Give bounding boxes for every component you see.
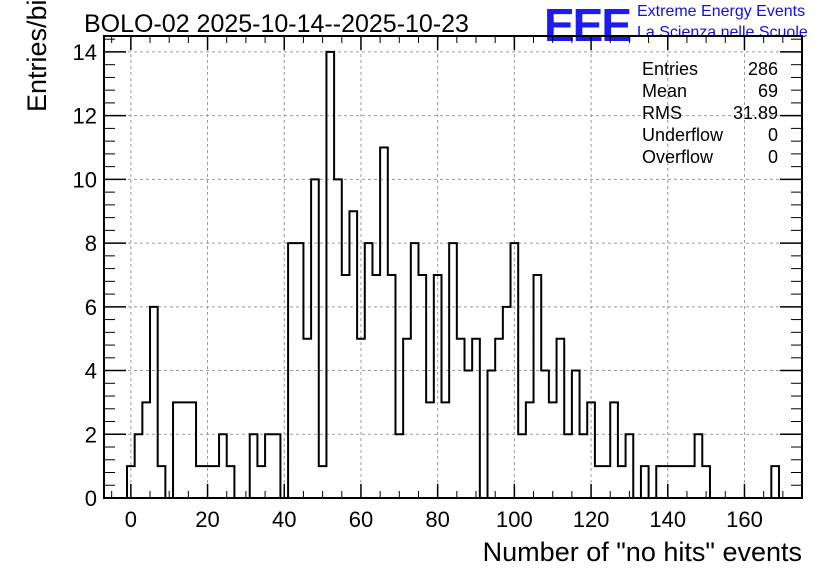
stat-row-rms: RMS 31.89	[642, 102, 778, 124]
y-tick-label: 0	[85, 486, 97, 511]
chart-title: BOLO-02 2025-10-14--2025-10-23	[84, 10, 469, 38]
x-tick-label: 40	[272, 507, 296, 532]
stat-value: 0	[767, 147, 778, 167]
y-tick-label: 12	[73, 104, 97, 129]
y-axis-label: Entries/bin	[22, 0, 52, 112]
x-tick-label: 140	[649, 507, 686, 532]
stat-label: Entries	[642, 59, 699, 79]
x-tick-label: 60	[349, 507, 373, 532]
y-tick-label: 10	[73, 167, 97, 192]
x-tick-label: 0	[125, 507, 137, 532]
y-tick-label: 8	[85, 231, 97, 256]
x-tick-label: 120	[573, 507, 610, 532]
y-tick-label: 6	[85, 295, 97, 320]
eee-logo: EEE	[544, 0, 632, 51]
x-tick-label: 160	[726, 507, 763, 532]
x-tick-label: 80	[425, 507, 449, 532]
stat-label: Mean	[642, 81, 688, 101]
eee-logo-line1: Extreme Energy Events	[637, 3, 806, 20]
stat-value: 286	[747, 59, 778, 79]
y-tick-label: 4	[85, 359, 97, 384]
stat-row-overflow: Overflow 0	[642, 146, 778, 168]
plot-frame	[103, 35, 803, 499]
stat-label: Overflow	[642, 147, 714, 167]
grid	[104, 36, 802, 498]
y-tick-label: 14	[73, 40, 97, 65]
tick-labels: 0 20 40 60 80 100 120 140 160 0 2 4 6 8 10 12 14	[73, 40, 763, 532]
stat-label: RMS	[642, 103, 682, 123]
stat-value: 69	[757, 81, 778, 101]
stat-value: 31.89	[732, 103, 778, 123]
x-tick-label: 100	[496, 507, 533, 532]
stat-label: Underflow	[642, 125, 724, 145]
stat-row-underflow: Underflow 0	[642, 124, 778, 146]
stat-row-entries: Entries 286	[642, 58, 778, 80]
stat-row-mean: Mean 69	[642, 80, 778, 102]
y-tick-label: 2	[85, 422, 97, 447]
stats-box: Entries 286 Mean 69 RMS 31.89 Underflow …	[642, 58, 778, 168]
x-tick-label: 20	[195, 507, 219, 532]
stat-value: 0	[767, 125, 778, 145]
x-axis-label: Number of "no hits" events	[482, 537, 802, 567]
